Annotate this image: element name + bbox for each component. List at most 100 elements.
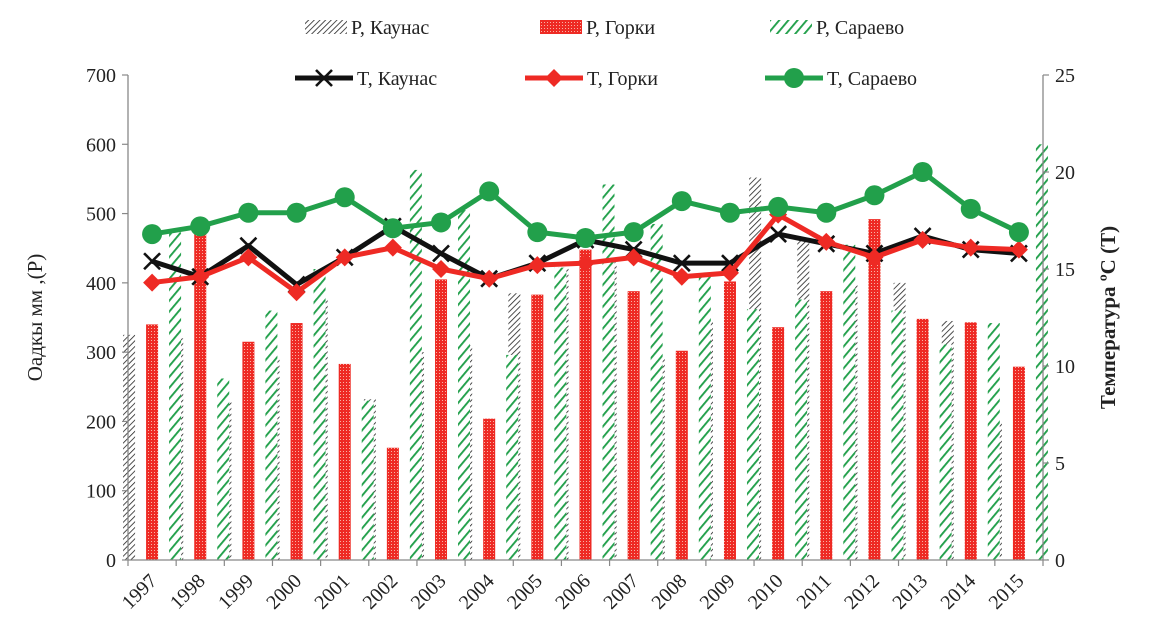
legend-swatch-p-горки	[540, 20, 582, 34]
legend-label-p-каунас: P, Каунас	[351, 17, 429, 39]
point-t-каунас-2008-stroke-b	[672, 254, 691, 273]
bar-p-горки-2000	[290, 323, 303, 560]
point-t-сараево-2001	[334, 187, 355, 208]
x-tick-label-2009: 2009	[696, 570, 740, 614]
y-left-tick-label-300: 300	[86, 342, 116, 364]
x-tick-label-2007: 2007	[599, 570, 643, 614]
point-t-каунас-1999	[239, 236, 258, 255]
point-t-сараево-2014	[960, 198, 981, 219]
point-t-горки-2003	[432, 260, 451, 278]
y-right-tick-label-15: 15	[1055, 259, 1075, 281]
point-t-сараево-2012	[864, 185, 885, 206]
bar-p-горки-1997	[146, 324, 159, 560]
x-tick-label-1999: 1999	[214, 570, 258, 614]
point-t-каунас-2009-stroke-b	[721, 254, 739, 273]
bar-p-сараево-2014	[987, 323, 1000, 560]
point-t-сараево-1997	[142, 224, 163, 245]
point-t-горки-2011	[817, 232, 836, 251]
x-tick-label-2014: 2014	[936, 570, 980, 614]
x-tick-label-2015: 2015	[985, 570, 1029, 614]
point-t-сараево-2006	[575, 227, 596, 248]
y-right-tick-label-0: 0	[1055, 550, 1065, 572]
y-right-tick-label-20: 20	[1055, 162, 1075, 184]
point-t-сараево-2007	[623, 222, 644, 243]
bar-p-сараево-2013	[939, 344, 952, 560]
point-t-горки-2001	[335, 248, 354, 267]
y-left-tick-label-600: 600	[86, 134, 116, 156]
bar-p-сараево-2003	[458, 210, 471, 560]
bar-p-горки-2006	[579, 249, 592, 560]
legend-item-p-каунас: P, Каунас	[305, 17, 429, 39]
y-right-tick-label-25: 25	[1055, 65, 1075, 87]
y-right-tick-label-10: 10	[1055, 356, 1075, 378]
bar-p-сараево-1999	[265, 310, 278, 560]
bar-p-сараево-2004	[506, 354, 519, 560]
bar-p-горки-2001	[338, 363, 351, 560]
bars-layer	[123, 144, 1048, 561]
point-t-горки-1999	[239, 248, 258, 267]
legend-item-t-сараево: T, Сараево	[765, 68, 917, 90]
bar-p-горки-2013	[916, 318, 929, 560]
legend-label-t-каунас: T, Каунас	[357, 68, 437, 90]
point-t-горки-2008	[672, 267, 691, 286]
bar-p-горки-2011	[820, 291, 833, 560]
point-t-сараево-2000	[286, 202, 307, 223]
point-t-каунас-2003	[432, 244, 450, 263]
bar-p-сараево-2009	[746, 309, 759, 560]
point-t-каунас-2010	[769, 225, 788, 243]
point-t-каунас-2003-stroke-b	[432, 244, 450, 263]
point-t-каунас-2008	[672, 254, 691, 273]
point-t-сараево-2011	[816, 202, 837, 223]
point-t-горки-2006	[576, 254, 595, 273]
x-tick-label-1998: 1998	[166, 570, 210, 614]
bar-p-сараево-2011	[843, 244, 856, 560]
legend-label-t-сараево: T, Сараево	[827, 68, 917, 90]
point-t-горки-2015	[1009, 240, 1028, 259]
point-t-каунас-1997-stroke-b	[143, 252, 161, 271]
point-t-сараево-2005	[527, 222, 548, 243]
legend-marker-t-каунас-stroke-b	[315, 69, 333, 87]
point-t-горки-2007	[624, 248, 643, 267]
point-t-горки-2004	[480, 269, 499, 288]
x-tick-label-2001: 2001	[310, 570, 354, 614]
bar-p-горки-2005	[531, 294, 544, 560]
lines-layer	[142, 162, 1029, 302]
legend-label-p-горки: P, Горки	[586, 17, 655, 39]
bar-p-сараево-2010	[795, 299, 808, 560]
bar-p-горки-2015	[1012, 366, 1025, 560]
bar-p-горки-2014	[964, 322, 977, 560]
point-t-горки-1997	[143, 273, 162, 292]
bar-p-сараево-2000	[313, 269, 326, 560]
legend-label-t-горки: T, Горки	[587, 68, 658, 90]
y-left-tick-label-100: 100	[86, 481, 116, 503]
point-t-сараево-2010	[768, 196, 789, 217]
y-left-tick-label-500: 500	[86, 204, 116, 226]
point-t-сараево-2008	[671, 191, 692, 212]
point-t-сараево-1998	[190, 216, 211, 237]
bar-p-сараево-2015	[1035, 144, 1048, 561]
legend-item-t-горки: T, Горки	[525, 68, 658, 90]
y-axis-left-title: Оадкы мм ,(P)	[23, 254, 47, 381]
x-tick-label-2000: 2000	[262, 570, 306, 614]
bar-p-горки-2007	[627, 291, 640, 560]
point-t-сараево-2002	[382, 218, 403, 239]
legend-item-t-каунас: T, Каунас	[295, 68, 437, 90]
point-t-сараево-2009	[719, 202, 740, 223]
point-t-горки-2013	[913, 230, 932, 249]
point-t-горки-1998	[191, 267, 210, 286]
bar-p-сараево-2006	[602, 184, 615, 560]
x-tick-label-2005: 2005	[503, 570, 547, 614]
x-tick-label-2003: 2003	[407, 570, 451, 614]
point-t-горки-2000	[287, 283, 306, 302]
bar-p-горки-1999	[242, 341, 255, 560]
y-left-tick-label-0: 0	[106, 550, 116, 572]
x-tick-label-2006: 2006	[551, 570, 595, 614]
legend-item-p-горки: P, Горки	[540, 17, 655, 39]
bar-p-сараево-2005	[554, 267, 567, 560]
bar-p-горки-2002	[386, 447, 399, 560]
bar-p-горки-2009	[723, 281, 736, 560]
x-tick-label-2004: 2004	[455, 570, 499, 614]
x-tick-label-2010: 2010	[744, 570, 788, 614]
